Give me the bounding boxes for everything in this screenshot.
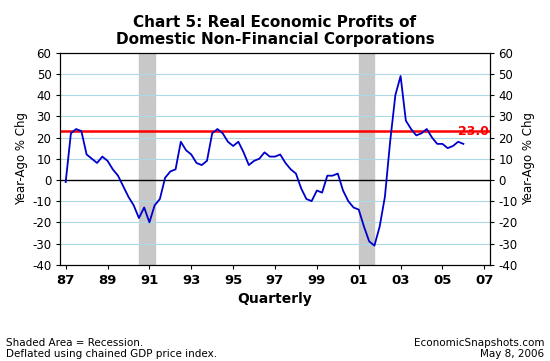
- Y-axis label: Year-Ago % Chg: Year-Ago % Chg: [522, 112, 535, 205]
- Text: 23.0: 23.0: [458, 125, 488, 138]
- Bar: [139, 53, 155, 265]
- Text: Shaded Area = Recession.
Deflated using chained GDP price index.: Shaded Area = Recession. Deflated using …: [6, 338, 217, 359]
- Bar: [359, 53, 375, 265]
- Title: Chart 5: Real Economic Profits of
Domestic Non-Financial Corporations: Chart 5: Real Economic Profits of Domest…: [116, 15, 435, 47]
- Y-axis label: Year-Ago % Chg: Year-Ago % Chg: [15, 112, 28, 205]
- Text: EconomicSnapshots.com
May 8, 2006: EconomicSnapshots.com May 8, 2006: [414, 338, 544, 359]
- X-axis label: Quarterly: Quarterly: [238, 292, 312, 306]
